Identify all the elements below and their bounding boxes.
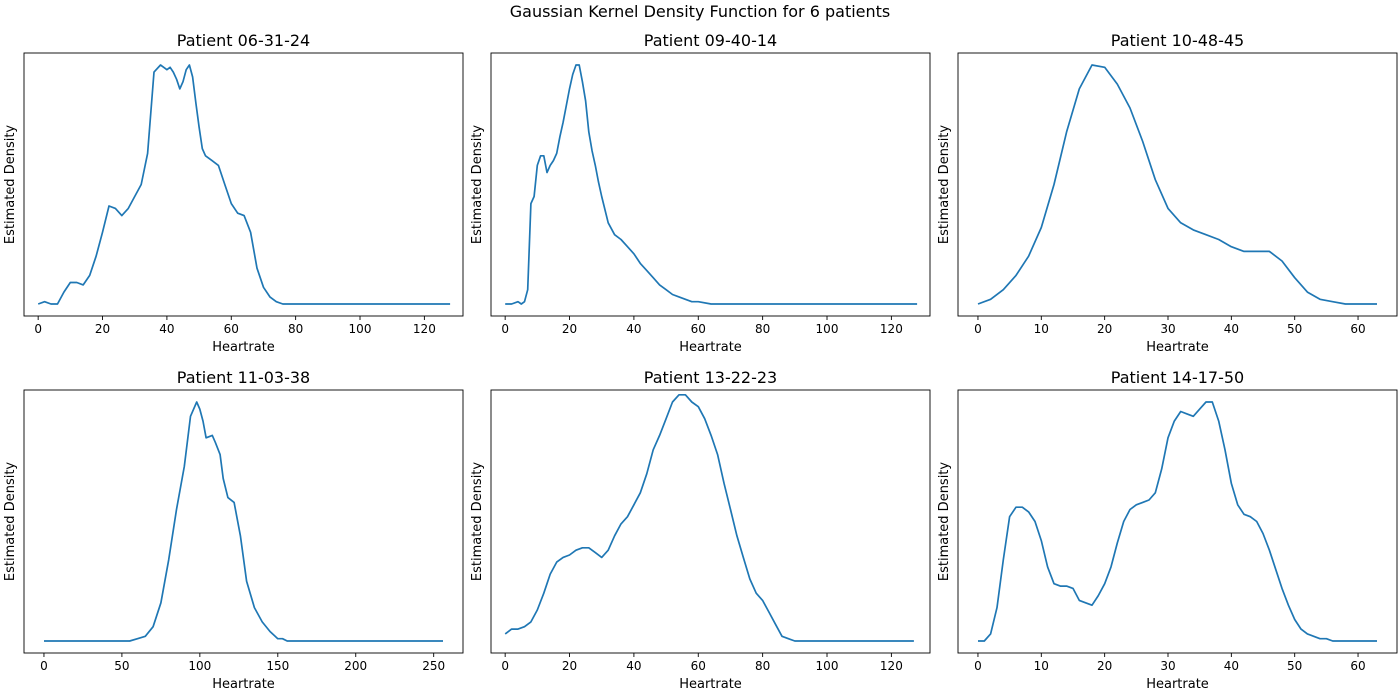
chart-title: Patient 13-22-23 [644,368,777,387]
x-tick-label: 80 [755,659,770,673]
x-tick-label: 0 [974,322,982,336]
x-tick-label: 20 [562,659,577,673]
chart-title: Patient 10-48-45 [1111,31,1244,50]
x-tick-label: 120 [413,322,436,336]
x-tick-label: 100 [188,659,211,673]
x-axis-label: Heartrate [679,340,742,355]
x-axis-label: Heartrate [212,340,275,355]
x-tick-label: 60 [691,659,706,673]
plot-frame [490,389,931,654]
x-axis-label: Heartrate [1146,677,1209,692]
chart-title: Patient 06-31-24 [177,31,310,50]
y-axis-label: Estimated Density [3,462,18,582]
chart-panel-4: Patient 11-03-38 0 50 100 150 200 250 Heartrate… [3,368,464,692]
y-axis-label: Estimated Density [470,462,485,582]
x-tick-label: 60 [1350,322,1365,336]
x-tick-label: 80 [755,322,770,336]
x-tick-label: 50 [1287,659,1302,673]
x-tick-label: 200 [344,659,367,673]
x-tick-label: 40 [1224,659,1239,673]
chart-panel-1: Patient 06-31-24 0 20 40 60 80 100 120 Heartrate… [3,31,464,355]
plot-frame [23,389,464,654]
x-axis-label: Heartrate [212,677,275,692]
density-line [37,64,451,305]
x-tick-label: 40 [626,659,641,673]
y-axis-label: Estimated Density [3,125,18,245]
x-tick-label: 100 [816,322,839,336]
x-tick-label: 20 [95,322,110,336]
chart-panel-2: Patient 09-40-14 0 20 40 60 80 100 120 Heartrate… [470,31,931,355]
x-tick-label: 30 [1160,322,1175,336]
x-tick-label: 0 [974,659,982,673]
density-line [504,393,914,642]
x-tick-label: 40 [1224,322,1239,336]
x-tick-label: 20 [562,322,577,336]
chart-title: Patient 11-03-38 [177,368,310,387]
x-tick-label: 100 [816,659,839,673]
x-tick-label: 150 [266,659,289,673]
x-tick-label: 20 [1097,659,1112,673]
x-tick-label: 0 [40,659,48,673]
x-tick-label: 60 [1350,659,1365,673]
x-tick-label: 120 [880,659,903,673]
x-axis-label: Heartrate [1146,340,1209,355]
x-tick-label: 100 [349,322,372,336]
chart-panel-6: Patient 14-17-50 0 10 20 30 40 50 60 Heartrate Es… [937,368,1398,692]
x-axis-label: Heartrate [679,677,742,692]
plot-frame [23,52,464,317]
chart-title: Patient 14-17-50 [1111,368,1244,387]
x-tick-label: 0 [501,659,509,673]
x-tick-label: 10 [1034,659,1049,673]
density-line [978,401,1377,642]
y-axis-label: Estimated Density [470,125,485,245]
density-line [977,64,1377,305]
plot-frame [957,52,1398,317]
density-line [44,401,443,642]
y-axis-label: Estimated Density [937,125,952,245]
x-tick-label: 60 [691,322,706,336]
plot-frame [957,389,1398,654]
x-tick-label: 0 [501,322,509,336]
chart-panel-3: Patient 10-48-45 0 10 20 30 40 50 60 Heartrate Es… [937,31,1398,355]
x-tick-label: 0 [34,322,42,336]
density-line [505,64,918,305]
x-tick-label: 30 [1160,659,1175,673]
y-axis-label: Estimated Density [937,462,952,582]
x-tick-label: 250 [422,659,445,673]
x-tick-label: 40 [626,322,641,336]
x-tick-label: 60 [224,322,239,336]
figure-suptitle: Gaussian Kernel Density Function for 6 p… [509,2,891,21]
x-tick-label: 120 [880,322,903,336]
x-tick-label: 50 [1287,322,1302,336]
x-tick-label: 10 [1034,322,1049,336]
chart-panel-5: Patient 13-22-23 0 20 40 60 80 100 120 Heartrate… [470,368,931,692]
x-tick-label: 40 [159,322,174,336]
plot-frame [490,52,931,317]
chart-title: Patient 09-40-14 [644,31,777,50]
x-tick-label: 50 [114,659,129,673]
x-tick-label: 20 [1097,322,1112,336]
x-tick-label: 80 [288,322,303,336]
